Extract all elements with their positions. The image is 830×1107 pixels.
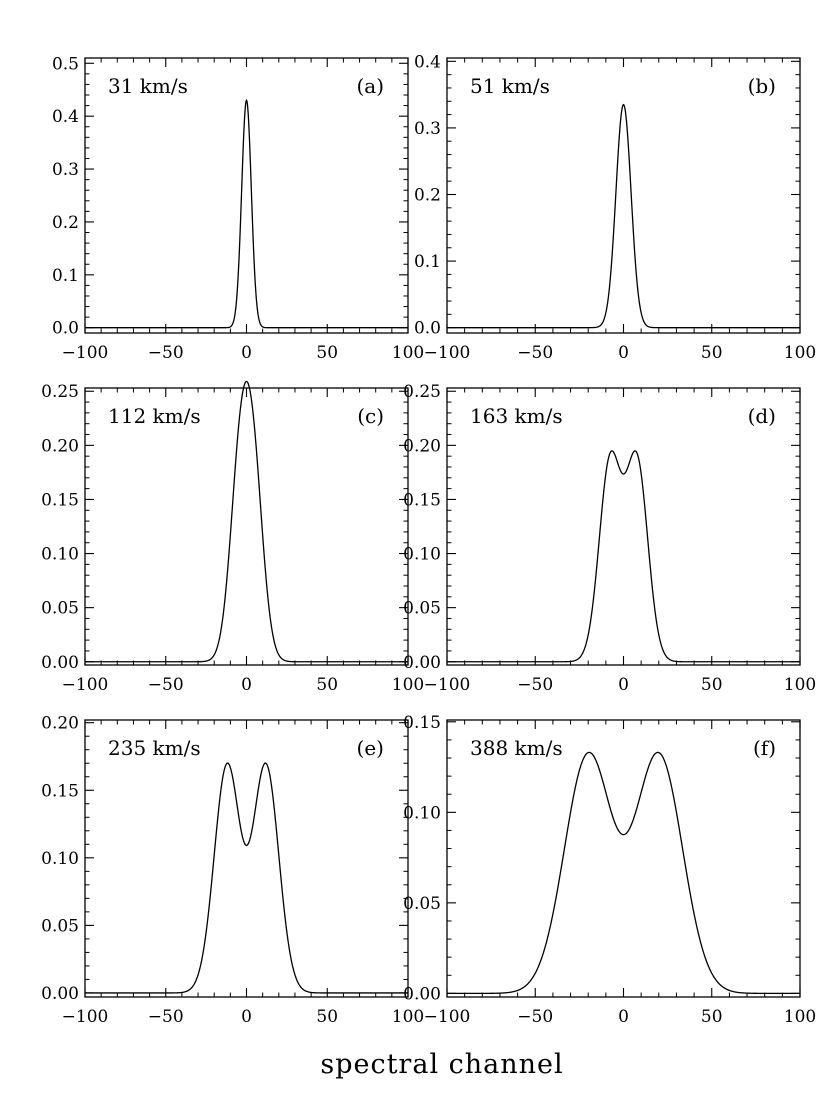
y-tick-label: 0.0 [52,319,79,339]
x-tick-label: 100 [392,1007,424,1027]
x-tick-label: 100 [392,675,424,695]
y-tick-label: 0.20 [41,436,79,456]
panel-e: −100 −50 0 50 100 0.00 0.05 0.10 0.15 0.20 235 km/… [41,714,424,1027]
x-tick-label: −50 [517,343,553,363]
y-tick-label: 0.25 [41,382,79,402]
profile-line [447,450,800,663]
x-tick-label: 0 [241,1007,252,1027]
panel-letter: (f) [753,736,776,760]
y-tick-label: 0.05 [403,894,441,914]
y-tick-label: 0.10 [41,849,79,869]
panel-b: −100 −50 0 50 100 0.0 0.1 0.2 0.3 0.4 51 km/s (b) [414,52,816,363]
y-tick-label: 0.4 [52,107,79,127]
y-tick-label: 0.3 [414,119,441,139]
profile-line [447,751,800,995]
x-tick-label: −100 [424,1007,471,1027]
x-tick-label: 100 [392,343,424,363]
x-tick-label: −50 [148,675,184,695]
profile-line [85,380,408,663]
panel-a: −100 −50 0 50 100 0.0 0.1 0.2 0.3 0.4 0.5 31 km/s (a… [52,54,424,363]
velocity-label: 388 km/s [470,736,563,760]
x-tick-label: 50 [316,675,338,695]
y-tick-label: 0.05 [403,599,441,619]
profile-line [85,762,408,994]
x-tick-label: −100 [424,675,471,695]
profile-line [447,103,800,329]
y-tick-label: 0.2 [414,186,441,206]
panel-frame [446,719,801,998]
panel-frame [84,719,409,998]
velocity-label: 112 km/s [108,404,201,428]
y-tick-label: 0.25 [403,382,441,402]
y-tick-label: 0.00 [41,984,79,1004]
x-tick-label: −100 [424,343,471,363]
y-tick-label: 0.20 [41,714,79,734]
y-tick-label: 0.15 [41,490,79,510]
x-tick-label: 0 [618,675,629,695]
y-tick-label: 0.15 [41,781,79,801]
x-tick-label: 50 [701,1007,723,1027]
panel-d: −100 −50 0 50 100 0.00 0.05 0.10 0.15 0.20 0.25 163… [403,382,816,695]
x-tick-label: 50 [701,343,723,363]
y-tick-label: 0.00 [403,653,441,673]
x-tick-label: 0 [618,343,629,363]
x-tick-label: 100 [784,675,816,695]
panel-frame [84,387,409,666]
y-tick-label: 0.05 [41,916,79,936]
panels-group: −100 −50 0 50 100 0.0 0.1 0.2 0.3 0.4 0.5 31 km/s (a… [41,52,816,1027]
y-tick-label: 0.00 [403,984,441,1004]
y-tick-label: 0.00 [41,653,79,673]
y-tick-label: 0.05 [41,599,79,619]
x-tick-label: 50 [316,1007,338,1027]
panel-letter: (b) [748,74,776,98]
y-tick-label: 0.2 [52,213,79,233]
x-tick-label: 50 [701,675,723,695]
profile-line [85,98,408,329]
x-tick-label: −100 [62,343,109,363]
y-tick-label: 0.20 [403,436,441,456]
x-tick-label: 100 [784,1007,816,1027]
y-tick-label: 0.1 [52,266,79,286]
panel-letter: (e) [357,736,384,760]
y-tick-label: 0.15 [403,713,441,733]
velocity-label: 51 km/s [470,74,550,98]
panel-letter: (a) [356,74,384,98]
x-tick-label: −100 [62,1007,109,1027]
y-tick-label: 0.10 [403,803,441,823]
x-tick-label: 0 [241,343,252,363]
velocity-label: 235 km/s [108,736,201,760]
y-tick-label: 0.10 [41,545,79,565]
x-tick-label: −50 [517,1007,553,1027]
y-tick-label: 0.5 [52,54,79,74]
figure-xlabel: spectral channel [320,1049,563,1080]
velocity-label: 163 km/s [470,404,563,428]
y-tick-label: 0.0 [414,319,441,339]
panel-letter: (c) [357,404,384,428]
x-tick-label: 0 [618,1007,629,1027]
x-tick-label: 0 [241,675,252,695]
y-tick-label: 0.15 [403,490,441,510]
panel-frame [446,387,801,666]
y-tick-label: 0.10 [403,545,441,565]
y-tick-label: 0.3 [52,160,79,180]
panel-frame [446,57,801,334]
velocity-label: 31 km/s [108,74,188,98]
x-tick-label: −50 [148,343,184,363]
panel-letter: (d) [748,404,776,428]
panel-c: −100 −50 0 50 100 0.00 0.05 0.10 0.15 0.20 0.25 112… [41,380,424,695]
panel-f: −100 −50 0 50 100 0.00 0.05 0.10 0.15 388 km/s (f) [403,713,816,1027]
x-tick-label: 50 [316,343,338,363]
x-tick-label: −50 [148,1007,184,1027]
y-tick-label: 0.1 [414,252,441,272]
x-tick-label: −50 [517,675,553,695]
y-tick-label: 0.4 [414,52,441,72]
x-tick-label: 100 [784,343,816,363]
x-tick-label: −100 [62,675,109,695]
